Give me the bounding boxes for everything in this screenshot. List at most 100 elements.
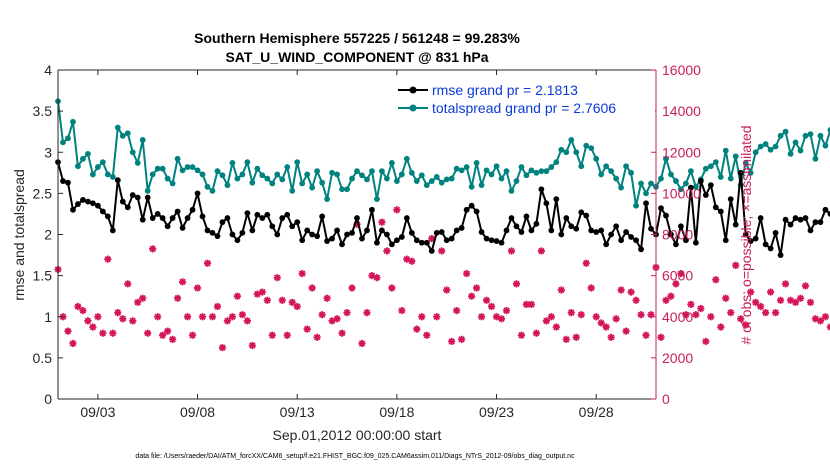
obs-asterisk-stroke [662,297,670,304]
obs-asterisk-stroke [139,295,146,302]
obs-count-point [821,313,830,321]
obs-asterisk-stroke [438,247,445,255]
legend-rmse-marker [409,86,417,94]
obs-asterisk-stroke [508,247,515,255]
rmse-point [269,223,276,230]
spread-point [807,131,814,138]
obs-count-point [722,294,730,302]
rmse-point [508,215,515,221]
rmse-point [827,211,830,217]
obs-asterisk-stroke [164,327,171,335]
obs-count-point [547,313,555,321]
obs-count-point [408,257,416,265]
rmse-point [772,229,779,236]
obs-count-point [602,323,610,331]
obs-count-point [737,315,745,323]
rmse-point [717,208,724,215]
spread-point [304,171,311,178]
spread-point [523,172,530,179]
rmse-point [488,237,495,244]
obs-asterisk-stroke [259,288,266,296]
obs-count-point [323,294,331,302]
obs-count-point [697,304,705,313]
spread-point [678,186,684,193]
rmse-point [75,201,81,207]
obs-asterisk-stroke [762,309,769,316]
rmse-point [608,231,615,238]
rmse-point [119,198,126,205]
obs-asterisk-stroke [797,295,804,302]
obs-asterisk-stroke [732,262,739,269]
obs-count-point [84,317,92,325]
rmse-point [374,239,380,246]
y-tick-label-left: 1.5 [33,268,53,284]
obs-asterisk-stroke [189,332,196,339]
spread-point [573,149,580,156]
rmse-point [752,235,759,242]
rmse-point [473,208,480,215]
obs-count-point [557,286,565,294]
obs-asterisk-stroke [99,329,107,337]
rmse-point [304,227,311,234]
rmse-point [588,227,595,234]
rmse-point [593,229,600,235]
obs-asterisk-stroke [667,292,675,300]
obs-count-point [383,247,391,255]
obs-count-point [203,259,212,267]
rmse-point [109,227,116,234]
obs-count-point [527,300,536,309]
rmse-point [408,229,415,236]
spread-point [473,160,480,166]
obs-asterisk-stroke [119,315,127,323]
obs-count-point [612,315,620,323]
rmse-point [219,219,226,226]
rmse-point [478,229,485,235]
obs-asterisk-stroke [473,284,480,292]
obs-asterisk-stroke [538,247,545,255]
obs-asterisk-stroke [503,307,510,314]
rmse-point [468,202,475,209]
obs-asterisk-stroke [343,309,351,316]
spread-point [359,172,365,179]
spread-point [418,172,425,179]
obs-asterisk-stroke [533,329,540,337]
obs-asterisk-stroke [179,278,186,286]
obs-asterisk-stroke [787,297,794,304]
obs-count-point [213,302,222,311]
rmse-point [423,239,430,246]
obs-count-point [757,302,765,311]
obs-asterisk-stroke [249,342,256,349]
obs-asterisk-stroke [388,284,396,292]
rmse-point [124,204,131,211]
x-tick-label: 09/28 [579,404,614,420]
rmse-point [379,227,385,234]
rmse-point [309,231,316,238]
obs-count-point [263,296,271,304]
obs-asterisk-stroke [443,286,450,294]
spread-point [598,171,605,178]
spread-point [658,175,664,182]
obs-asterisk-stroke [398,307,406,314]
obs-asterisk-stroke [827,323,830,328]
obs-count-point [796,294,805,302]
rmse-point [359,235,365,242]
spread-point [369,168,375,175]
spread-point [169,180,176,187]
spread-point [99,159,106,166]
obs-count-point [767,288,775,296]
obs-count-point [188,331,197,339]
obs-count-point [243,317,251,325]
rmse-point [189,206,196,213]
obs-count-point [413,325,421,333]
x-axis-label: Sep.01,2012 00:00:00 start [273,427,442,443]
rmse-point [70,206,76,213]
rmse-point [628,234,634,240]
spread-point [468,183,475,190]
spread-point [129,149,136,156]
spread-point [209,188,216,194]
rmse-point [563,215,570,221]
spread-point [324,196,330,203]
obs-asterisk-stroke [184,313,191,320]
obs-asterisk-stroke [413,325,421,333]
obs-count-point [637,311,645,319]
